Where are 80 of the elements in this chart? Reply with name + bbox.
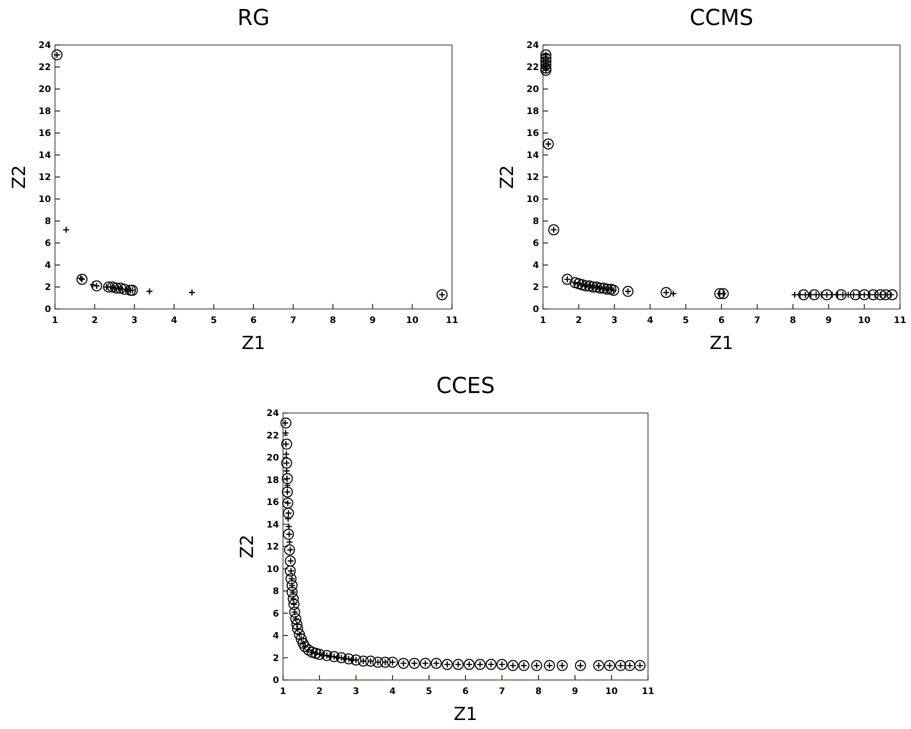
- x-tick-label: 4: [646, 316, 654, 326]
- x-tick-label: 6: [250, 316, 257, 326]
- y-tick-label: 14: [266, 520, 279, 530]
- y-tick-label: 12: [526, 173, 539, 183]
- y-axis-title: Z2: [9, 165, 30, 189]
- y-tick-label: 4: [532, 261, 539, 271]
- y-tick-label: 10: [38, 195, 51, 205]
- x-tick-label: 7: [290, 316, 296, 326]
- x-tick-label: 3: [611, 316, 618, 326]
- y-tick-label: 12: [266, 542, 279, 552]
- y-tick-label: 6: [272, 609, 279, 620]
- x-tick-label: 8: [790, 316, 796, 326]
- y-tick-label: 16: [526, 129, 539, 139]
- x-tick-label: 1: [52, 316, 58, 326]
- x-tick-label: 8: [330, 316, 336, 326]
- x-tick-label: 4: [170, 316, 178, 326]
- x-tick-label: 10: [406, 316, 419, 326]
- y-tick-label: 24: [266, 409, 279, 419]
- x-tick-label: 2: [92, 316, 98, 326]
- x-tick-label: 5: [682, 316, 689, 326]
- x-tick-label: 5: [210, 316, 217, 326]
- y-tick-label: 6: [44, 239, 51, 249]
- y-tick-label: 24: [526, 41, 539, 51]
- x-tick-label: 10: [605, 687, 618, 697]
- y-tick-label: 2: [272, 654, 279, 664]
- y-tick-label: 16: [266, 498, 279, 508]
- y-tick-label: 22: [266, 431, 279, 442]
- y-tick-label: 8: [532, 217, 539, 227]
- y-tick-label: 24: [38, 41, 51, 51]
- y-tick-label: 8: [44, 217, 51, 227]
- y-tick-label: 4: [44, 261, 51, 271]
- y-tick-label: 20: [38, 85, 51, 95]
- y-tick-label: 20: [526, 85, 539, 95]
- y-tick-label: 10: [526, 195, 539, 205]
- y-tick-label: 18: [266, 476, 279, 486]
- y-tick-label: 16: [38, 129, 51, 139]
- y-tick-label: 10: [266, 564, 279, 575]
- y-tick-label: 2: [532, 283, 539, 293]
- x-axis-title: Z1: [454, 704, 478, 725]
- x-tick-label: 3: [131, 316, 138, 326]
- x-tick-label: 4: [389, 687, 396, 697]
- y-tick-label: 6: [532, 239, 539, 249]
- y-tick-label: 2: [44, 283, 51, 293]
- chart-title: RG: [237, 6, 270, 31]
- chart-title: CCES: [436, 374, 495, 399]
- x-tick-label: 11: [894, 316, 906, 326]
- x-tick-label: 10: [858, 316, 871, 326]
- x-axis-title: Z1: [710, 333, 734, 354]
- y-tick-label: 14: [526, 151, 539, 161]
- x-tick-label: 2: [316, 687, 323, 697]
- y-tick-label: 8: [272, 587, 279, 597]
- x-tick-label: 6: [462, 687, 469, 697]
- y-tick-label: 12: [38, 173, 51, 183]
- y-tick-label: 18: [526, 107, 539, 117]
- y-tick-label: 22: [526, 63, 539, 73]
- x-tick-label: 2: [576, 316, 582, 326]
- y-tick-label: 4: [272, 632, 279, 642]
- x-tick-label: 9: [369, 316, 376, 326]
- x-tick-label: 3: [352, 687, 360, 697]
- y-tick-label: 20: [266, 454, 279, 464]
- x-axis-title: Z1: [242, 333, 266, 354]
- y-tick-label: 18: [38, 107, 51, 117]
- x-tick-label: 7: [498, 687, 506, 697]
- y-tick-label: 0: [532, 305, 539, 315]
- x-tick-label: 11: [446, 316, 458, 326]
- x-tick-label: 9: [572, 687, 578, 697]
- x-tick-label: 11: [642, 687, 654, 697]
- x-tick-label: 1: [280, 687, 286, 697]
- y-tick-label: 0: [44, 305, 51, 315]
- x-tick-label: 6: [718, 316, 725, 326]
- x-tick-label: 5: [426, 687, 432, 697]
- x-tick-label: 1: [540, 316, 546, 326]
- y-tick-label: 22: [38, 63, 51, 73]
- y-axis-title: Z2: [237, 534, 258, 558]
- chart-title: CCMS: [690, 6, 754, 31]
- y-tick-label: 0: [272, 676, 279, 686]
- y-axis-title: Z2: [497, 165, 518, 189]
- y-tick-label: 14: [38, 151, 51, 161]
- x-tick-label: 9: [825, 316, 832, 326]
- x-tick-label: 7: [754, 316, 760, 326]
